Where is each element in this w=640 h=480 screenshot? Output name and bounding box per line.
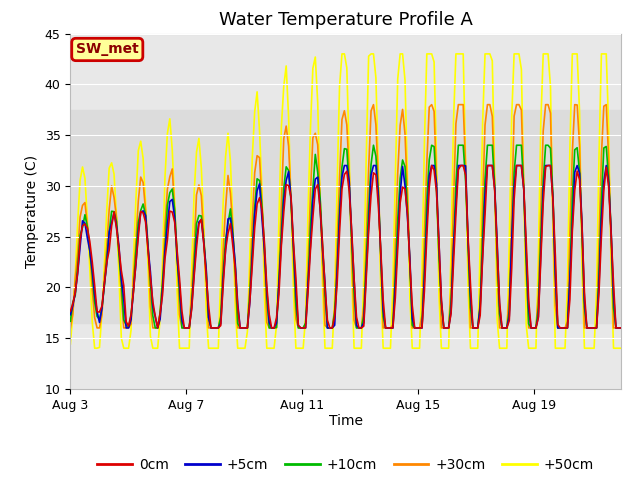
Bar	[70, 110, 621, 323]
Text: SW_met: SW_met	[76, 42, 139, 57]
X-axis label: Time: Time	[328, 414, 363, 428]
Legend: 0cm, +5cm, +10cm, +30cm, +50cm: 0cm, +5cm, +10cm, +30cm, +50cm	[92, 453, 600, 478]
Y-axis label: Temperature (C): Temperature (C)	[25, 155, 39, 268]
Title: Water Temperature Profile A: Water Temperature Profile A	[219, 11, 472, 29]
